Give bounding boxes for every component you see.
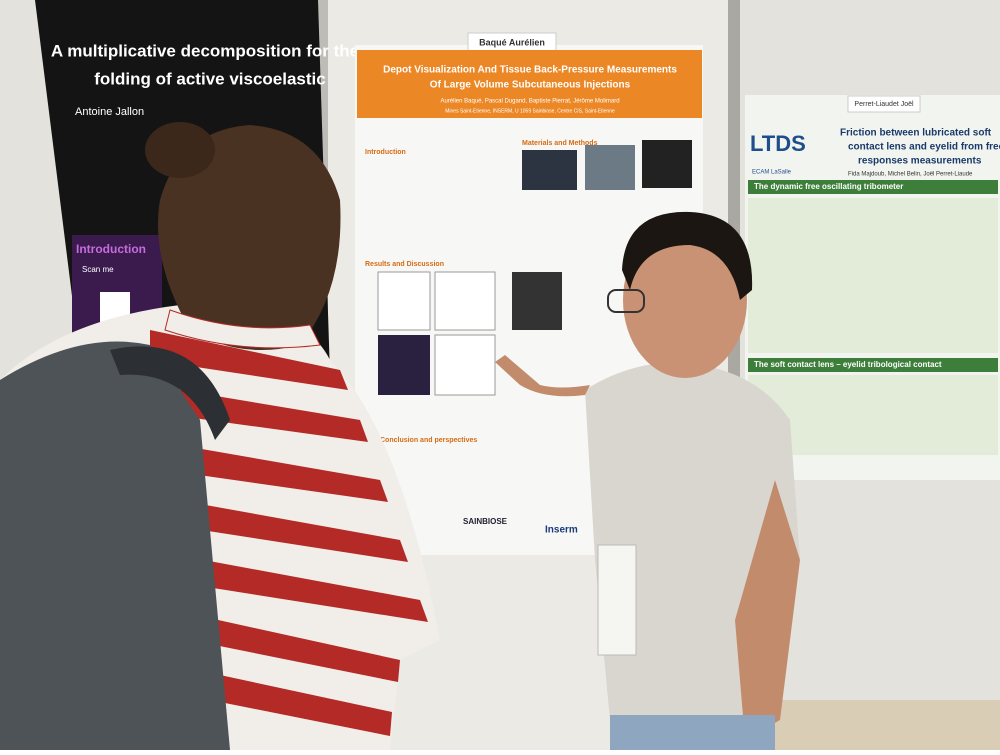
section-title: The soft contact lens – eyelid tribologi… [754,360,942,369]
figure [378,335,430,395]
figure [642,140,692,188]
section-title: Introduction [76,242,146,256]
arm [735,480,800,740]
partner: ECAM LaSalle [752,170,792,176]
poster-title: responses measurements [858,156,982,167]
section-title: Introduction [365,149,406,156]
poster-title: folding of active viscoelastic [94,69,325,88]
section-bar [748,180,998,194]
poster-title: Depot Visualization And Tissue Back-Pres… [383,65,677,76]
scan-text: Scan me [82,265,114,274]
section-title: Materials and Methods [522,140,598,147]
section-title: Conclusion and perspectives [380,437,477,444]
face [623,222,747,378]
figure [585,145,635,190]
backpack-strap [110,346,230,440]
logo: SAINBIOSE [463,517,508,526]
badge [597,544,637,656]
logo: LTDS [750,131,806,156]
poster-authors: Aurélien Baqué, Pascal Dugand, Baptiste … [440,99,619,105]
figure [512,272,562,330]
poster-title: contact lens and eyelid from free [848,142,1000,153]
name-tag-text: Perret-Liaudet Joël [854,101,914,108]
floor [740,700,1000,750]
poster-title: Friction between lubricated soft [840,128,992,139]
figure [434,271,496,331]
poster-authors: Antoine Jallon [75,106,144,118]
section-body [748,198,998,353]
section-bar [748,358,998,372]
poster-affiliation: Mines Saint-Etienne, INSERM, U 1059 Sain… [445,108,615,114]
poster-title: A multiplicative decomposition for the [51,41,359,60]
logo: Inserm [545,525,578,536]
hair [622,211,753,300]
figure [522,150,577,190]
figure [434,334,496,396]
jeans [610,715,775,750]
backpack [0,341,230,750]
section-title: The dynamic free oscillating tribometer [754,182,903,191]
head-hair [158,125,341,350]
figure [377,271,431,331]
name-tag [847,95,921,113]
arm [495,355,590,397]
lanyard [164,309,321,349]
hair-bun [145,122,215,178]
glasses [607,289,645,313]
section-title: Results and Discussion [365,261,444,268]
poster-authors: Fida Majdoub, Michel Belin, Joël Perret-… [848,172,973,178]
poster-header [357,50,702,118]
name-tag-text: Baqué Aurélien [479,37,545,47]
poster-title: Of Large Volume Subcutaneous Injections [430,80,631,91]
